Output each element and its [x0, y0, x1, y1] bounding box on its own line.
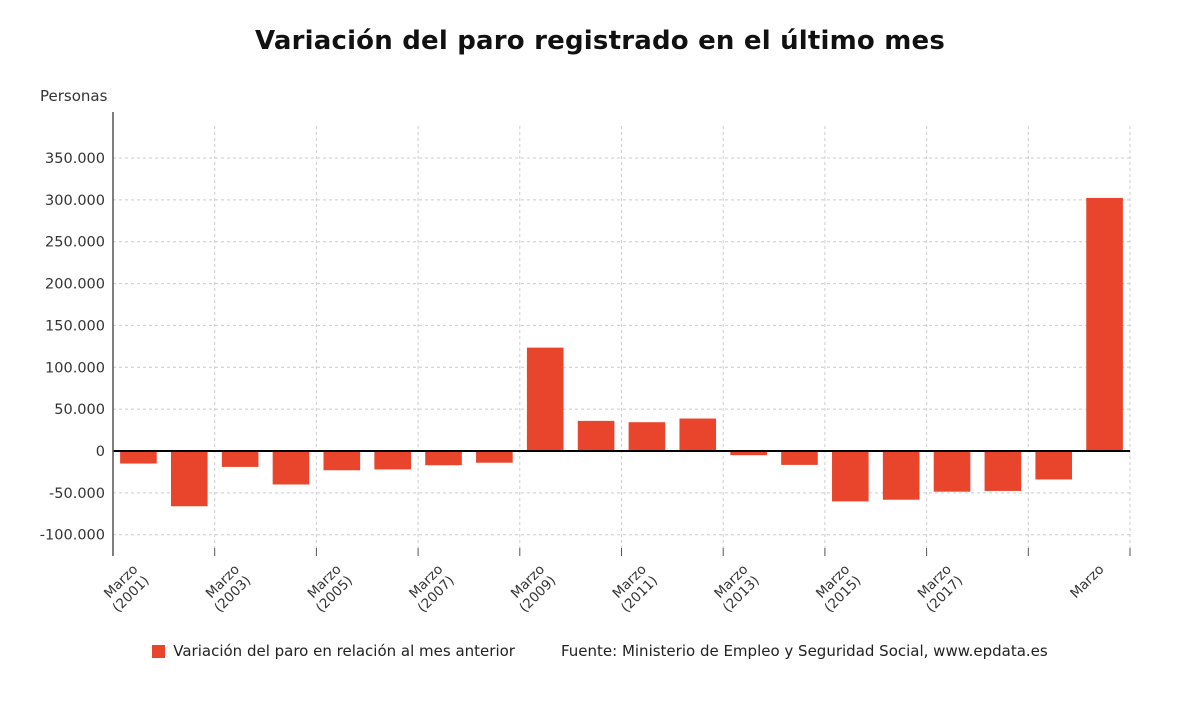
y-axis-title: Personas — [40, 87, 108, 105]
unemployment-variation-bar-chart: 350.000 300.000 250.000 200.000 150.000 100.0… — [40, 112, 1131, 616]
bar-marzo-2001 — [120, 451, 157, 464]
bar-marzo-2014 — [781, 451, 818, 465]
x-axis-tick-label: Marzo — [1067, 562, 1107, 602]
bar-marzo-2003 — [221, 451, 259, 467]
bar-marzo-2010 — [577, 420, 615, 451]
x-axis-tick-label: Marzo(2003) — [200, 562, 254, 616]
y-axis-tick-label: -50.000 — [49, 486, 105, 502]
legend-label: Variación del paro en relación al mes an… — [173, 642, 515, 660]
x-axis-tick-label: Marzo(2009) — [505, 562, 559, 616]
legend-swatch — [152, 644, 166, 658]
x-axis-tick-label: Marzo(2005) — [302, 562, 356, 616]
bar-marzo-2005 — [323, 451, 361, 471]
y-axis-tick-label: 350.000 — [45, 151, 105, 167]
bar-marzo-2015 — [832, 451, 869, 502]
y-axis-tick-label: 100.000 — [45, 360, 105, 376]
y-axis-tick-label: 150.000 — [45, 318, 105, 334]
bar-marzo-2006 — [374, 451, 411, 470]
bar-marzo-2016 — [882, 451, 920, 500]
y-axis-tick-label: 0 — [96, 444, 105, 460]
x-axis-tick-label: Marzo(2013) — [708, 562, 762, 616]
y-axis-tick-label: 300.000 — [45, 193, 105, 209]
x-axis-tick-label: Marzo(2001) — [98, 562, 152, 616]
legend: Variación del paro en relación al mes an… — [0, 642, 1200, 660]
x-axis-tick-label: Marzo(2017) — [912, 562, 966, 616]
bar-marzo-2011 — [628, 422, 666, 451]
legend-item: Variación del paro en relación al mes an… — [152, 642, 515, 660]
bar-marzo-2012 — [679, 418, 717, 451]
x-axis-tick-label: Marzo(2007) — [403, 562, 457, 616]
chart-title: Variación del paro registrado en el últi… — [254, 26, 946, 56]
y-axis-tick-label: 200.000 — [45, 277, 105, 293]
bar-marzo-2017 — [933, 451, 971, 492]
bar-marzo-2009 — [526, 347, 564, 451]
x-axis-tick-label: Marzo(2011) — [607, 562, 661, 616]
x-axis-tick-label: Marzo(2015) — [810, 562, 864, 616]
bar-marzo-2004 — [272, 451, 310, 485]
y-axis-tick-label: -100.000 — [40, 528, 105, 544]
bar-marzo-2020 — [1086, 197, 1123, 451]
bar-marzo-2002 — [170, 451, 208, 507]
source-attribution: Fuente: Ministerio de Empleo y Seguridad… — [560, 642, 1048, 660]
bar-marzo-2018 — [984, 451, 1022, 491]
bar-marzo-2013 — [730, 451, 767, 456]
bar-marzo-2019 — [1035, 451, 1073, 480]
y-axis-tick-label: 50.000 — [54, 402, 105, 418]
y-axis-tick-label: 250.000 — [45, 235, 105, 251]
bar-marzo-2008 — [476, 451, 513, 463]
bar-marzo-2007 — [425, 451, 462, 466]
